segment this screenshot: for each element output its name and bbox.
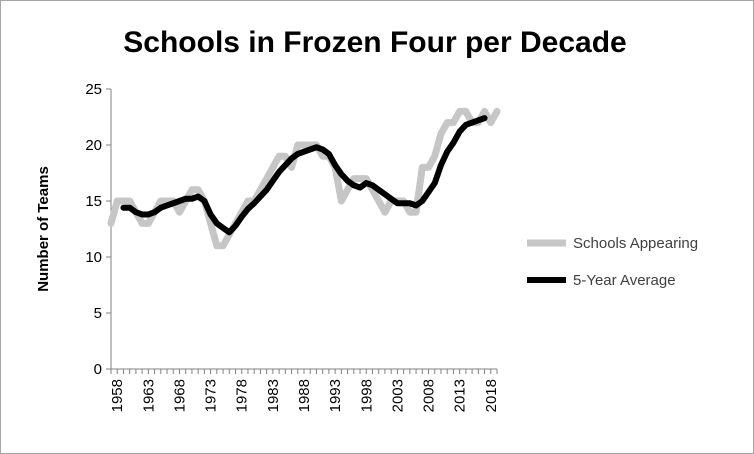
x-tick-label: 2003 — [389, 379, 406, 412]
chart-title: Schools in Frozen Four per Decade — [123, 26, 626, 59]
x-tick-label: 1973 — [203, 379, 220, 412]
y-tick-label: 10 — [85, 249, 102, 266]
x-tick-label: 1988 — [296, 379, 313, 412]
x-tick-label: 1958 — [109, 379, 126, 412]
y-tick-label: 15 — [85, 193, 102, 210]
x-tick-label: 2008 — [421, 379, 438, 412]
series-line-five-year-average — [120, 115, 488, 236]
y-tick-label: 20 — [85, 137, 102, 154]
series-layer — [107, 107, 501, 250]
axes: 0 5 10 15 20 25 1958 1963 1968 1973 1978 1983 1988 19… — [85, 81, 499, 412]
x-tick-label: 1978 — [234, 379, 251, 412]
x-tick-label: 1963 — [140, 379, 157, 412]
y-tick-label: 5 — [94, 305, 102, 322]
legend-label: 5-Year Average — [573, 272, 676, 289]
x-tick-label: 1993 — [327, 379, 344, 412]
y-axis-label: Number of Teams — [35, 166, 52, 292]
x-tick-label: 1983 — [265, 379, 282, 412]
legend-label: Schools Appearing — [573, 235, 698, 252]
x-tick-label: 1968 — [171, 379, 188, 412]
x-tick-label: 1998 — [358, 379, 375, 412]
y-tick-label: 25 — [85, 81, 102, 98]
x-tick-label: 2018 — [483, 379, 500, 412]
x-tick-label: 2013 — [452, 379, 469, 412]
legend: Schools Appearing 5-Year Average — [527, 235, 698, 289]
y-tick-label: 0 — [94, 361, 102, 378]
